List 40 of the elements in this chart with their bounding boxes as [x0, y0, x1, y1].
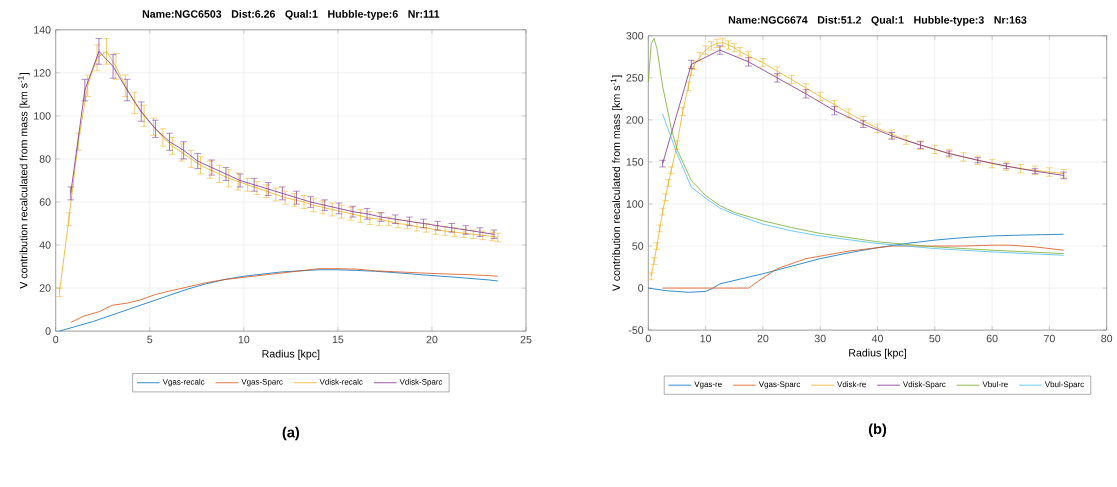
y-tick-label: 100: [626, 200, 644, 208]
x-axis-title: Radius [kpc]: [262, 349, 320, 360]
x-tick-label: 50: [929, 334, 941, 343]
x-tick-label: 10: [238, 335, 250, 344]
text: (a): [282, 426, 300, 441]
y-tick-label: 0: [45, 327, 51, 335]
x-tick-label: 10: [700, 334, 712, 343]
y-tick-label: 140: [34, 25, 51, 34]
y-tick-label: 50: [632, 242, 644, 250]
y-tick-label: 120: [34, 69, 51, 77]
x-tick-label: 70: [1044, 334, 1055, 343]
text: (b): [868, 423, 887, 437]
y-tick-label: 40: [39, 241, 51, 249]
x-tick-label: 40: [871, 334, 883, 343]
x-tick-label: 0: [645, 334, 651, 343]
x-tick-label: 5: [147, 335, 153, 344]
x-tick-label: 20: [757, 334, 769, 343]
y-axis-title: V contribution recalculated from mass [km s$^{-1}$]: [18, 72, 30, 289]
y-tick-label: 250: [626, 73, 644, 82]
y-tick-label: 100: [34, 112, 51, 120]
line-series: [662, 113, 1065, 256]
y-tick-label: 20: [39, 284, 51, 292]
x-tick-label: 25: [520, 335, 532, 344]
y-tick-label: 0: [638, 284, 644, 292]
y-tick-label: 200: [626, 116, 644, 124]
y-tick-label: 150: [626, 158, 644, 166]
y-tick-label: 300: [626, 31, 644, 40]
x-tick-label: 80: [1101, 334, 1113, 343]
x-tick-label: 30: [814, 334, 826, 343]
y-tick-label: 80: [39, 155, 51, 163]
x-tick-label: 15: [332, 335, 344, 344]
y-tick-label: -50: [628, 326, 644, 334]
y-tick-label: 60: [39, 198, 51, 206]
chart-title: Name:NGC6674 Dist:51.2 Qual:1 Hubble-type:3 Nr:163: [728, 15, 1027, 26]
chart-title: Name:NGC6503 Dist:6.26 Qual:1 Hubble-type:6 Nr:111: [142, 9, 440, 20]
x-tick-label: 20: [426, 335, 438, 344]
x-tick-label: 60: [986, 334, 998, 343]
y-axis-title: V contribution recalculated from mass [km s$^{-1}$]: [610, 75, 623, 292]
x-axis-title: Radius [kpc]: [849, 348, 906, 359]
x-tick-label: 0: [53, 335, 59, 344]
